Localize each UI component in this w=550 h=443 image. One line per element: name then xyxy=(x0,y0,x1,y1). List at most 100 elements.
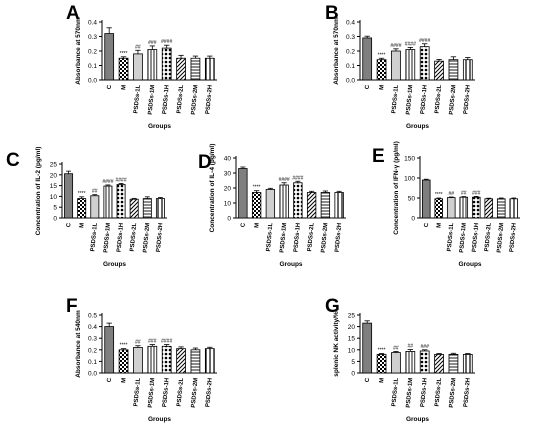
y-tick-label: 0.1 xyxy=(88,63,97,70)
bar-psdss-1h xyxy=(419,46,430,81)
y-tick-label: 0.1 xyxy=(88,359,97,366)
chart-panel-e: E 0 50 100 150 Concentration of IFN-γ (pg/ml)… xyxy=(372,141,520,268)
x-tick-label: PSDSs-1M xyxy=(103,223,112,253)
x-tick-label: PSDSs-1H xyxy=(162,378,171,408)
bar-psdss-1h xyxy=(161,345,172,374)
y-axis-title: Absorbance at 540nm xyxy=(75,310,82,378)
bar-psdss-2h xyxy=(155,198,165,219)
x-tick-label: PSDSs-2M xyxy=(191,85,200,115)
chart-panel-c: C 0 5 10 15 20 25 Concentration of IL-2 (pg/ml)… xyxy=(6,147,167,268)
x-tick-label: PSDSs-1L xyxy=(391,377,400,406)
y-tick-label: 20 xyxy=(348,324,356,331)
bar-psdss-2h xyxy=(204,57,215,81)
bar-psdss-2l xyxy=(434,354,444,374)
bar-psdss-1l xyxy=(265,189,276,219)
bar-psdss-1l xyxy=(133,347,143,374)
bar-psdss-2m xyxy=(496,198,506,219)
significance-label: **** xyxy=(120,51,128,57)
bar-psdss-2l xyxy=(129,198,139,219)
y-tick-label: 25 xyxy=(348,313,356,320)
significance-label: ### xyxy=(148,339,157,345)
x-tick-label: M xyxy=(379,85,385,91)
chart-panel-a: A 0.0 0.1 0.2 0.3 0.4 Absorbance at 570nm C ****… xyxy=(66,3,217,130)
x-tick-label: PSDSs-2L xyxy=(484,222,493,251)
x-tick-label: PSDSs-1L xyxy=(391,84,400,113)
x-axis-title: Groups xyxy=(103,261,126,268)
x-tick-label: PSDSs-1M xyxy=(280,223,289,253)
significance-label: **** xyxy=(435,192,443,198)
panel-label: B xyxy=(325,3,339,24)
significance-label: ## xyxy=(448,191,454,197)
x-tick-label: PSDSs-2H xyxy=(509,223,518,253)
bar-psdss-2h xyxy=(462,354,473,374)
x-tick-label: C xyxy=(66,222,72,228)
x-tick-label: C xyxy=(424,222,430,228)
bar-psdss-1m xyxy=(279,184,289,219)
y-tick-label: 0 xyxy=(351,371,355,378)
bar-psdss-2l xyxy=(176,348,186,374)
bar-psdss-1h xyxy=(161,47,172,81)
y-tick-label: 15 xyxy=(348,336,356,343)
x-tick-label: PSDSs-1M xyxy=(148,85,157,115)
bar-psdss-1l xyxy=(446,197,456,219)
x-tick-label: M xyxy=(254,223,260,229)
x-tick-label: PSDSs-2H xyxy=(463,378,472,408)
bar-m xyxy=(434,198,444,219)
significance-label: **** xyxy=(378,348,386,354)
x-tick-label: M xyxy=(79,223,85,229)
bar-psdss-1m xyxy=(405,49,416,81)
y-tick-label: 0.4 xyxy=(346,20,355,27)
y-tick-label: 15 xyxy=(50,183,58,190)
bar-psdss-1m xyxy=(147,49,158,81)
y-tick-label: 0.0 xyxy=(346,78,355,85)
significance-label: **** xyxy=(120,343,128,349)
y-tick-label: 0.5 xyxy=(88,313,97,320)
x-tick-label: PSDSs-2L xyxy=(307,222,316,251)
bar-psdss-2h xyxy=(204,348,215,374)
y-tick-label: 5 xyxy=(351,359,355,366)
y-tick-label: 0 xyxy=(227,216,231,223)
bar-psdss-2m xyxy=(448,354,459,374)
bar-psdss-1m xyxy=(405,351,416,374)
y-axis-title: Absorbance at 570nm xyxy=(333,17,340,85)
significance-label: #### xyxy=(279,177,290,183)
x-tick-label: M xyxy=(121,85,127,91)
significance-label: #### xyxy=(161,339,172,345)
x-tick-label: PSDSs-2H xyxy=(463,85,472,115)
bar-c xyxy=(362,37,373,81)
x-tick-label: C xyxy=(365,84,371,90)
bar-m xyxy=(251,192,262,219)
panel-label: E xyxy=(372,146,385,167)
x-tick-label: PSDSs-2H xyxy=(156,223,165,253)
x-tick-label: PSDSs-2M xyxy=(449,85,458,115)
x-tick-label: PSDSs-1M xyxy=(459,223,468,253)
x-tick-label: PSDSs-1M xyxy=(406,85,415,115)
bar-psdss-2h xyxy=(334,192,344,219)
significance-label: **** xyxy=(378,52,386,58)
bar-psdss-1l xyxy=(391,352,401,374)
x-tick-label: PSDSs-2L xyxy=(130,222,139,251)
y-tick-label: 20 xyxy=(224,186,232,193)
x-tick-label: PSDSs-1L xyxy=(90,222,99,251)
y-axis-title: Concentration of IL-2 (pg/ml) xyxy=(35,147,42,236)
significance-label: #### xyxy=(419,38,430,44)
bar-psdss-1h xyxy=(419,350,430,374)
x-tick-label: PSDSs-2H xyxy=(205,85,214,115)
y-tick-label: 0.3 xyxy=(88,336,97,343)
panel-label: G xyxy=(325,296,340,317)
x-tick-label: PSDSs-2L xyxy=(435,377,444,406)
y-axis-title: Absorbance at 570nm xyxy=(75,17,82,85)
x-axis-title: Groups xyxy=(279,261,302,268)
x-tick-label: PSDSs-1L xyxy=(266,222,275,251)
bar-c xyxy=(362,322,373,374)
y-tick-label: 150 xyxy=(404,156,415,163)
y-tick-label: 0.4 xyxy=(88,20,97,27)
x-tick-label: PSDSs-2M xyxy=(449,378,458,408)
panel-label: A xyxy=(66,3,80,24)
bar-m xyxy=(118,57,129,81)
x-tick-label: PSDSs-2H xyxy=(205,378,214,408)
x-tick-label: PSDSs-1H xyxy=(117,223,126,253)
bar-c xyxy=(421,179,431,219)
bar-psdss-1h xyxy=(116,184,126,219)
y-tick-label: 0.3 xyxy=(346,34,355,41)
